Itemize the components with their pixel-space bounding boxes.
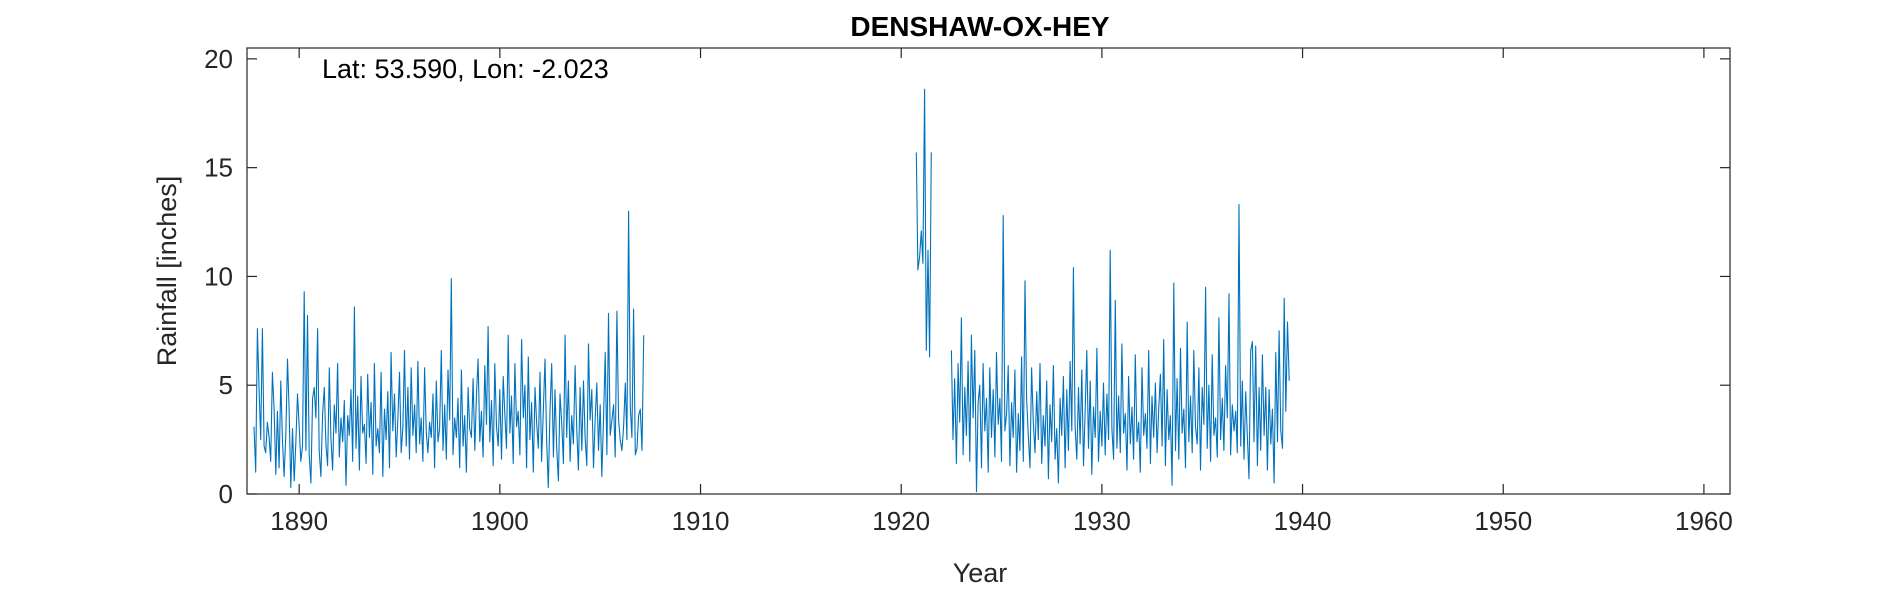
- y-tick-label: 0: [219, 479, 233, 509]
- x-tick-label: 1950: [1474, 506, 1532, 536]
- rainfall-series-line: [915, 88, 932, 358]
- rainfall-series-line: [950, 204, 1290, 493]
- x-tick-label: 1910: [672, 506, 730, 536]
- x-tick-label: 1960: [1675, 506, 1733, 536]
- axis-ticks: 1890 1900 1910 1920 1930 1940 1950 1960 0 5 10 15 20: [204, 44, 1733, 536]
- y-axis-title: Rainfall [inches]: [152, 176, 182, 367]
- x-tick-label: 1900: [471, 506, 529, 536]
- x-tick-label: 1890: [270, 506, 328, 536]
- x-axis-title: Year: [953, 558, 1008, 588]
- x-tick-label: 1930: [1073, 506, 1131, 536]
- series-group: [253, 88, 1290, 493]
- y-tick-label: 5: [219, 370, 233, 400]
- chart-title: DENSHAW-OX-HEY: [850, 11, 1110, 42]
- y-tick-label: 10: [204, 261, 233, 291]
- rainfall-series-line: [253, 210, 645, 489]
- y-tick-label: 20: [204, 44, 233, 74]
- station-annotation: Lat: 53.590, Lon: -2.023: [322, 54, 609, 84]
- x-tick-label: 1940: [1274, 506, 1332, 536]
- x-tick-label: 1920: [872, 506, 930, 536]
- y-tick-label: 15: [204, 153, 233, 183]
